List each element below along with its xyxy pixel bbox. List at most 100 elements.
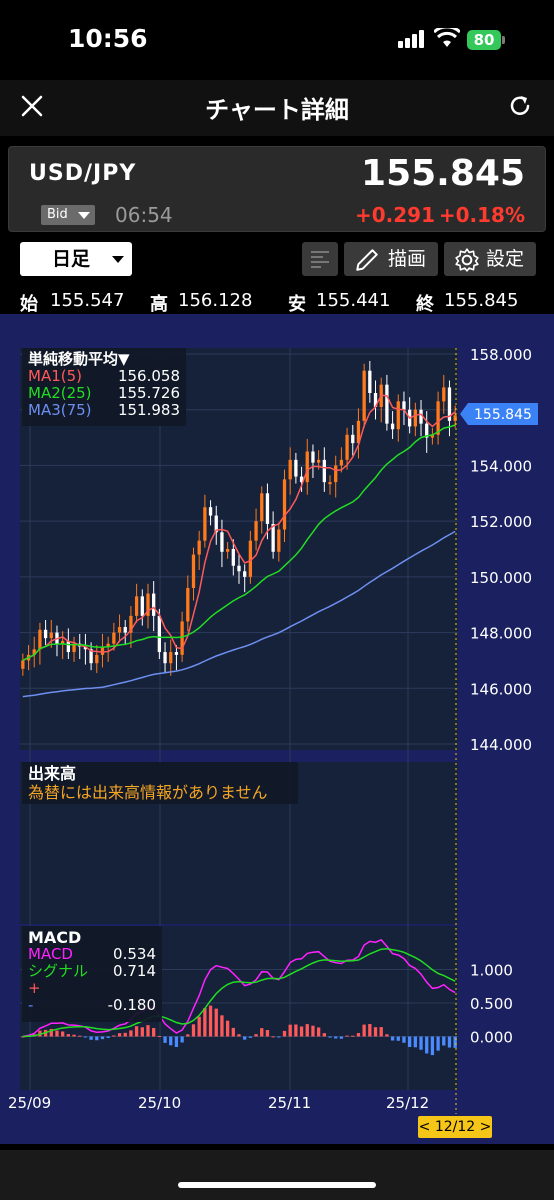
macd-histogram-bar <box>430 1036 435 1056</box>
date-axis-label: 25/12 <box>386 1094 429 1112</box>
draw-button[interactable]: 描画 <box>344 242 438 276</box>
macd-histogram-bar <box>453 1036 457 1048</box>
ma3-value: 151.983 <box>117 401 180 419</box>
macd-histogram-bar <box>442 1036 446 1046</box>
macd-histogram-bar <box>100 1036 105 1040</box>
macd-histogram-bar <box>157 1035 162 1037</box>
bottom-bar <box>0 1150 554 1200</box>
low-value: 155.441 <box>316 290 391 311</box>
cursor-date-flag[interactable]: < 12/12 > <box>418 1116 492 1138</box>
macd-histogram-bar <box>356 1033 361 1037</box>
macd-legend: MACD MACD 0.534 シグナル 0.714 + - -0.180 <box>22 926 162 1022</box>
candle-body <box>123 627 127 633</box>
macd-histogram-bar <box>237 1034 241 1037</box>
candle-body <box>368 370 372 393</box>
chart-canvas[interactable]: 158.000156.000154.000152.000150.000148.0… <box>0 314 554 1144</box>
ma1-label: MA1(5) <box>28 367 82 385</box>
ma-legend[interactable]: 単純移動平均▼ MA1(5) 156.058 MA2(25) 155.726 M… <box>22 348 186 426</box>
candle-body <box>390 423 395 430</box>
candle-body <box>282 479 287 530</box>
settings-button[interactable]: 設定 <box>444 242 536 276</box>
candle-body <box>140 596 144 616</box>
macd-histogram-bar <box>169 1036 173 1046</box>
macd-histogram-bar <box>390 1036 395 1041</box>
period-selector[interactable]: 日足 <box>20 242 132 276</box>
gear-icon <box>455 248 479 272</box>
candle-body <box>334 465 338 483</box>
macd-histogram-bar <box>197 1016 201 1037</box>
macd-histogram-bar <box>277 1036 281 1038</box>
open-value: 155.547 <box>50 290 125 311</box>
candle-body <box>169 652 173 664</box>
macd-histogram-bar <box>78 1035 82 1037</box>
macd-histogram-bar <box>123 1032 127 1037</box>
bid-ask-selector[interactable]: Bid <box>41 205 95 225</box>
candle-body <box>186 588 190 622</box>
page-title: チャート詳細 <box>205 96 349 124</box>
candle-body <box>89 649 93 664</box>
currency-pair: USD/JPY <box>29 161 137 186</box>
indicator-list-button[interactable] <box>302 242 338 276</box>
candle-body <box>356 420 361 444</box>
candle-body <box>345 434 349 460</box>
macd-histogram-bar <box>271 1036 275 1038</box>
signal-icon <box>398 30 424 48</box>
macd-histogram-bar <box>368 1024 372 1037</box>
candle-body <box>129 615 133 633</box>
volume-message: 為替には出来高情報がありません <box>28 783 268 802</box>
macd-line <box>22 938 456 1038</box>
candle-body <box>316 459 321 463</box>
macd-histogram-bar <box>328 1036 332 1038</box>
price-axis-label: 152.000 <box>470 513 532 531</box>
macd-histogram-bar <box>265 1030 270 1037</box>
macd-histogram-bar <box>339 1036 344 1039</box>
home-indicator[interactable] <box>178 1182 376 1188</box>
hist-minus-label: - <box>28 996 34 1014</box>
candle-body <box>106 643 110 647</box>
candle-body <box>197 540 201 555</box>
candle-body <box>61 640 65 644</box>
candle-body <box>180 621 184 655</box>
macd-title: MACD <box>28 928 82 947</box>
settings-label: 設定 <box>486 248 525 270</box>
hist-minus-value: -0.180 <box>107 996 156 1014</box>
ma1-line <box>22 394 456 662</box>
candle-body <box>362 370 366 421</box>
price-axis-label: 154.000 <box>470 457 532 475</box>
candle-body <box>430 434 435 438</box>
candle-body <box>402 401 406 410</box>
close-value: 155.845 <box>444 290 519 311</box>
macd-histogram-bar <box>396 1036 400 1041</box>
chart-area[interactable]: 158.000156.000154.000152.000150.000148.0… <box>0 314 554 1144</box>
macd-histogram-bar <box>311 1025 315 1037</box>
candle-body <box>21 660 25 669</box>
candle-body <box>248 540 253 577</box>
macd-histogram-bar <box>316 1027 321 1037</box>
macd-histogram-bar <box>83 1036 88 1038</box>
price-axis-label: 148.000 <box>470 625 532 643</box>
candle-body <box>72 643 76 653</box>
macd-histogram-bar <box>254 1034 258 1037</box>
period-label: 日足 <box>52 248 91 270</box>
draw-label: 描画 <box>388 248 427 270</box>
ma-legend-title[interactable]: 単純移動平均▼ <box>28 350 130 368</box>
ma2-row: MA2(25) 155.726 <box>28 385 180 402</box>
signal-value: 0.714 <box>113 962 156 980</box>
price-change: +0.291 <box>354 203 435 227</box>
macd-histogram-bar <box>55 1030 59 1037</box>
close-icon[interactable] <box>18 92 46 120</box>
macd-histogram-bar <box>180 1036 184 1043</box>
ohlc-row: 始 155.547 高 156.128 安 155.441 終 155.845 <box>0 290 554 315</box>
candle-body <box>225 549 230 552</box>
macd-axis-label: 0.000 <box>470 1029 513 1047</box>
macd-histogram-bar <box>385 1034 389 1037</box>
refresh-icon[interactable] <box>506 92 534 120</box>
candle-body <box>373 393 378 407</box>
candle-body <box>49 632 53 639</box>
close-label: 終 <box>416 294 434 315</box>
candle-body <box>351 434 355 444</box>
candle-body <box>208 507 213 516</box>
candle-body <box>38 629 42 650</box>
hist-plus-label: + <box>28 979 41 997</box>
current-price: 155.845 <box>361 153 525 194</box>
